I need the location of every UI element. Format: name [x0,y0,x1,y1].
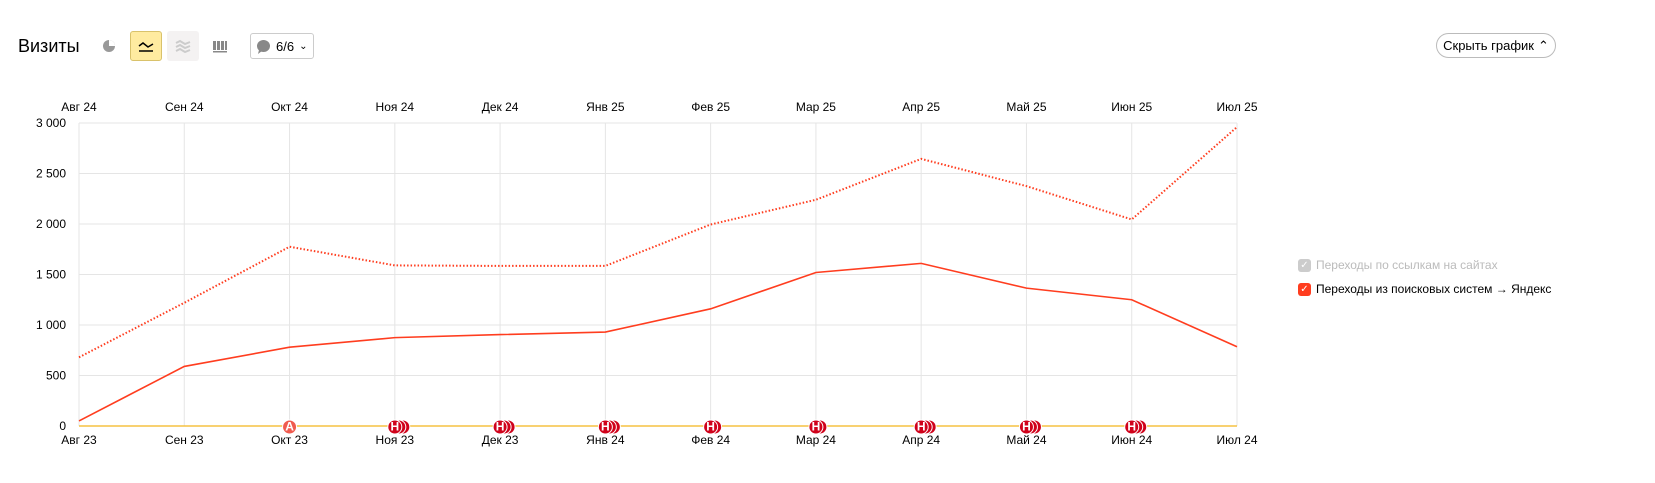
x-tick-label-top: Июн 25 [1111,100,1152,114]
annotation-label[interactable]: А [285,420,294,434]
pie-chart-icon [103,40,115,52]
x-tick-label-top: Мар 25 [796,100,836,114]
series-line-dotted [78,126,1238,359]
x-tick-label-bottom: Май 24 [1006,433,1047,447]
x-tick-label-top: Апр 25 [902,100,940,114]
y-tick-label: 1 000 [36,318,66,332]
x-tick-label-bottom: Сен 23 [165,433,204,447]
annotations-dropdown[interactable]: 6/6 ⌄ [250,33,314,59]
line-chart-icon [138,42,154,52]
legend-item-search[interactable]: ✓ Переходы из поисковых систем → Яндекс [1298,282,1551,296]
line-chart: 0 500 1 000 1 500 2 000 2 500 3 000 Авг 23 Авг 2… [36,100,1258,447]
x-tick-label-bottom: Мар 24 [796,433,836,447]
y-tick-label: 2 500 [36,167,66,181]
x-tick-label-top: Сен 24 [165,100,204,114]
annotation-marker [913,419,929,435]
annotation-label[interactable]: Н [917,420,926,434]
area-chart-icon [175,39,191,53]
x-tick-label-bottom: Апр 24 [902,433,940,447]
x-tick-label-top: Фев 25 [691,100,730,114]
annotation-marker [387,419,403,435]
series-line-solid [78,262,1238,422]
x-tick-label-bottom: Фев 24 [691,433,730,447]
x-tick-label-top: Июл 25 [1216,100,1257,114]
hide-chart-button[interactable]: Скрыть график ⌃ [1436,33,1556,58]
y-tick-label: 2 000 [36,217,66,231]
annotation-label[interactable]: Н [601,420,610,434]
x-tick-label-top: Авг 24 [61,100,97,114]
hide-chart-label: Скрыть график [1443,38,1534,53]
x-tick-label-bottom: Июн 24 [1111,433,1152,447]
annotation-label[interactable]: Н [1127,420,1136,434]
bar-chart-button[interactable] [204,31,236,61]
x-tick-label-bottom: Ноя 23 [376,433,415,447]
annotation-marker [282,419,298,435]
annotation-label[interactable]: Н [706,420,715,434]
x-tick-label-top: Дек 24 [482,100,519,114]
x-tick-label-top: Май 25 [1006,100,1047,114]
pie-chart-button[interactable] [93,31,125,61]
annotation-marker [492,419,508,435]
x-tick-label-bottom: Янв 24 [586,433,625,447]
annotation-label[interactable]: Н [812,420,821,434]
x-tick-label-top: Окт 24 [271,100,308,114]
annotation-label[interactable]: Н [496,420,505,434]
annotations-count: 6/6 [276,38,295,54]
legend-item-links[interactable]: ✓ Переходы по ссылкам на сайтах [1298,258,1498,272]
y-tick-label: 3 000 [36,116,66,130]
x-tick-label-bottom: Авг 23 [61,433,97,447]
checkbox-icon[interactable]: ✓ [1298,282,1311,296]
bar-chart-icon [213,41,227,53]
page-title: Визиты [18,36,80,56]
annotation-label[interactable]: Н [1022,420,1031,434]
annotation-marker [1018,419,1034,435]
x-tick-label-bottom: Дек 23 [482,433,519,447]
checkbox-icon[interactable]: ✓ [1298,258,1311,272]
legend-label: Переходы по ссылкам на сайтах [1316,258,1498,272]
comment-icon [257,39,270,54]
x-tick-label-bottom: Окт 23 [271,433,308,447]
annotation-marker [1124,419,1140,435]
annotation-marker [703,419,719,435]
annotation-label[interactable]: Н [390,420,399,434]
annotation-marker [597,419,613,435]
y-tick-label: 0 [59,419,66,433]
x-tick-label-bottom: Июл 24 [1216,433,1257,447]
x-tick-label-top: Ноя 24 [376,100,415,114]
chevron-up-icon: ⌃ [1537,37,1549,53]
area-chart-button[interactable] [167,31,199,61]
legend-label: Переходы из поисковых систем → Яндекс [1316,282,1552,296]
y-tick-label: 1 500 [36,268,66,282]
annotation-marker [808,419,824,435]
chevron-down-icon: ⌄ [299,40,308,52]
line-chart-button[interactable] [130,31,162,61]
y-tick-label: 500 [46,369,66,383]
x-tick-label-top: Янв 25 [586,100,625,114]
